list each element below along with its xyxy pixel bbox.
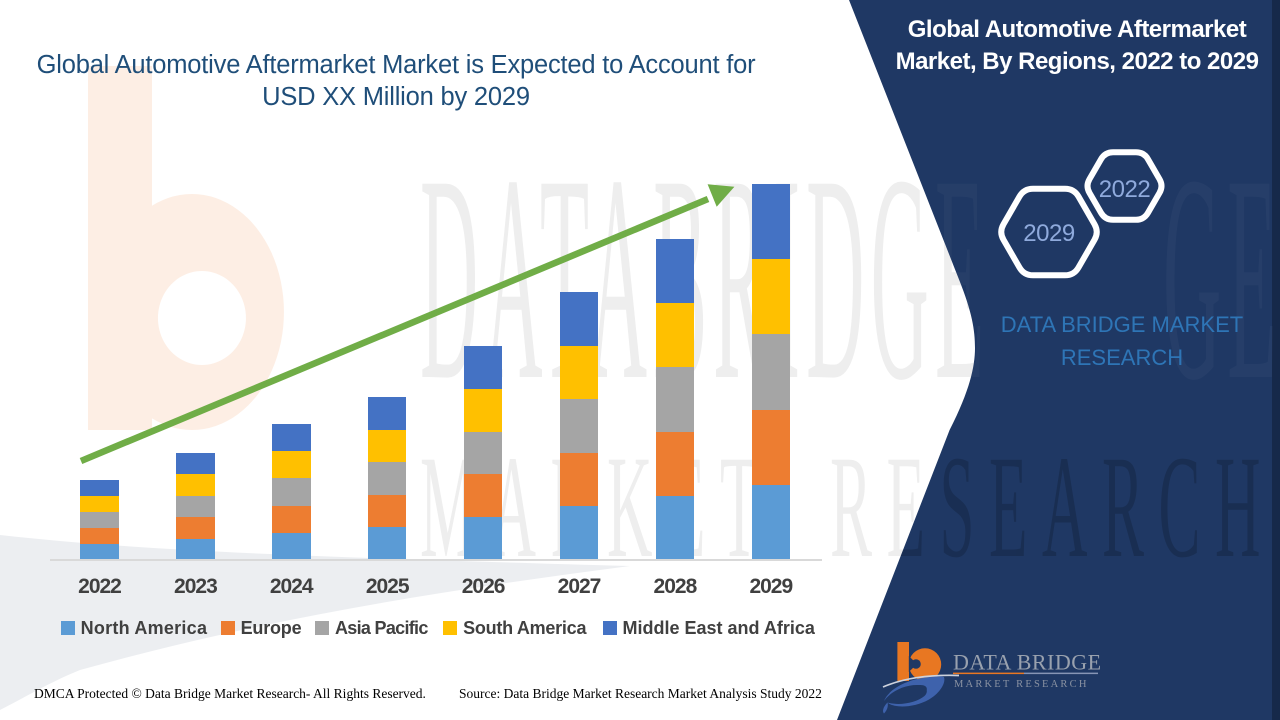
svg-text:MARKET RESEARCH: MARKET RESEARCH	[954, 679, 1089, 690]
svg-text:DATABRIDGE: DATABRIDGE	[420, 114, 990, 441]
svg-text:GE: GE	[1163, 114, 1280, 441]
svg-text:2029: 2029	[1023, 220, 1075, 247]
svg-text:2022: 2022	[1099, 176, 1151, 203]
svg-text:DATA BRIDGE: DATA BRIDGE	[953, 650, 1102, 675]
